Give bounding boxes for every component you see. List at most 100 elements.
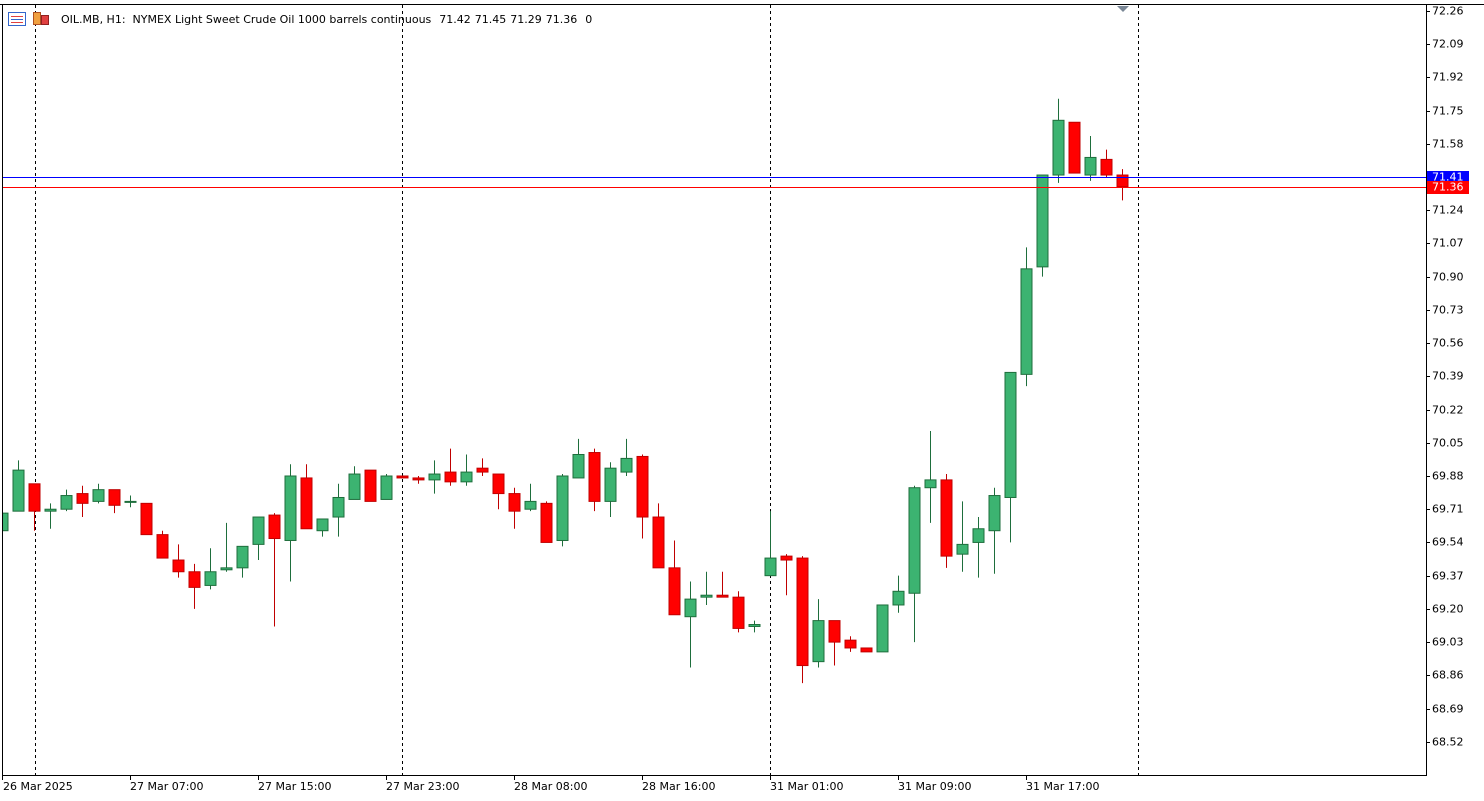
candle-body [652,516,665,569]
candle-body [492,473,505,495]
candle-body [540,502,553,543]
candle-body [1036,174,1049,268]
price-label-box [1427,171,1469,184]
y-tick-label: 70.73 [1432,304,1464,317]
shift-marker[interactable] [1117,6,1129,12]
y-tick-label: 69.88 [1432,470,1464,483]
y-tick-label: 71.92 [1432,71,1464,84]
candle-body [44,508,57,512]
candle-body [956,543,969,555]
chart-title: OIL.MB, H1: NYMEX Light Sweet Crude Oil … [61,13,432,26]
candle-body [1004,371,1017,498]
candle-body [460,471,473,483]
candle-body [892,590,905,606]
header-icons [8,12,49,26]
candle-body [204,571,217,586]
candle-body [588,452,601,502]
candle-body [156,534,169,559]
header-high: 71.45 [475,13,507,26]
y-tick-label: 70.39 [1432,370,1464,383]
candle-body [396,475,409,479]
candle-body [444,471,457,483]
y-tick-label: 72.09 [1432,38,1464,51]
y-tick-label: 71.07 [1432,237,1464,250]
candle-body [732,596,745,629]
candle-body [572,453,585,479]
y-tick-label: 68.69 [1432,703,1464,716]
candle-body [76,493,89,504]
x-tick-label: 31 Mar 01:00 [770,780,843,793]
x-tick-label: 26 Mar 2025 [3,780,73,793]
candle-body [556,475,569,541]
candle-body [620,457,633,473]
y-tick-label: 69.71 [1432,503,1464,516]
plot-area [3,98,1129,684]
candle-body [172,559,185,573]
candle-body [188,571,201,588]
candle-body [364,469,377,502]
candle-body [1052,119,1065,176]
candle-body [924,479,937,489]
y-tick-label: 70.05 [1432,437,1464,450]
x-tick-label: 27 Mar 23:00 [386,780,459,793]
candle-body [1020,268,1033,375]
x-tick-label: 27 Mar 15:00 [258,780,331,793]
header-volume: 0 [585,13,592,26]
y-tick-label: 69.03 [1432,636,1464,649]
price-label: 71.41 [1432,171,1464,184]
y-tick-label: 69.20 [1432,603,1464,616]
candle-body [236,545,249,569]
candle-body [220,567,233,571]
candle-body [812,620,825,663]
candle-body [844,639,857,649]
y-tick-label: 71.24 [1432,204,1464,217]
header-low: 71.29 [510,13,542,26]
candle-body [716,594,729,598]
candle-body [3,512,9,532]
candle-body [12,469,25,512]
candle-body [524,500,537,510]
candle-body [268,514,281,540]
candle-body [1116,174,1129,188]
candle-body [684,598,697,618]
candle-body [988,495,1001,532]
candle-body [860,647,873,653]
candle-body [748,624,761,627]
day-separators [35,5,1139,775]
y-tick-label: 69.54 [1432,536,1464,549]
candle-body [796,557,809,667]
trade-icon[interactable] [33,12,41,25]
candle-body [700,594,713,598]
candle-body [764,557,777,577]
candle-body [124,500,137,503]
candle-body [604,467,617,502]
candle-body [92,489,105,502]
candle-body [332,496,345,518]
y-tick-label: 68.52 [1432,736,1464,749]
candle-body [876,604,889,653]
candle-body [476,467,489,473]
x-tick-label: 28 Mar 16:00 [642,780,715,793]
candle-body [60,495,73,510]
trade-icon[interactable] [41,15,49,25]
header-open: 71.42 [439,13,471,26]
candle-body [828,620,841,643]
y-tick-label: 72.26 [1432,5,1464,18]
candle-body [972,528,985,543]
x-tick-label: 28 Mar 08:00 [514,780,587,793]
x-tick-label: 31 Mar 17:00 [1026,780,1099,793]
candle-body [252,516,265,545]
candle-body [428,473,441,481]
candle-body [940,479,953,557]
candle-body [1084,156,1097,176]
y-tick-label: 70.22 [1432,404,1464,417]
candle-body [636,455,649,518]
candle-body [108,489,121,506]
x-tick-label: 31 Mar 09:00 [898,780,971,793]
y-tick-label: 69.37 [1432,570,1464,583]
candle-body [412,477,425,481]
candle-body [316,518,329,532]
candle-body [348,473,361,500]
